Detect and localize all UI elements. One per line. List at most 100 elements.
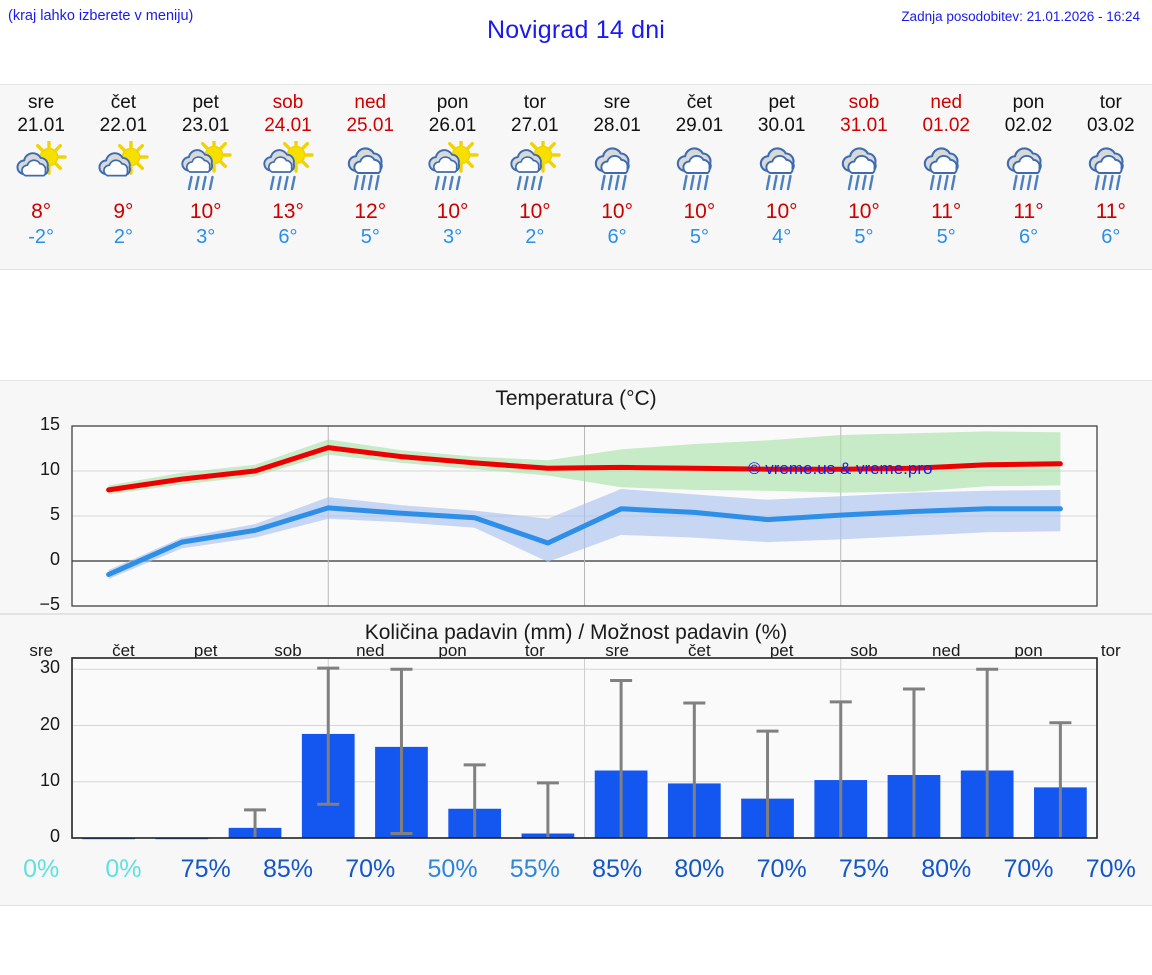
temperature-ytick-0: 15 (39, 414, 60, 434)
temperature-max: 8° (31, 200, 52, 223)
cloud-rain-icon (348, 147, 383, 191)
temperature-max: 11° (1013, 200, 1044, 223)
forecast-day-0[interactable]: sre 21.01 8° -2° (0, 85, 82, 269)
precip-probability-6: 55% (509, 855, 560, 883)
day-date: 21.01 (17, 115, 65, 136)
cloud-rain-icon (1006, 147, 1042, 191)
precip-probability-7: 85% (592, 855, 643, 883)
precip-probability-4: 70% (345, 855, 396, 883)
precipitation-chart-title: Količina padavin (mm) / Možnost padavin … (364, 621, 788, 644)
day-date: 02.02 (1004, 115, 1053, 136)
forecast-day-4[interactable]: ned 25.01 12° 5° (329, 85, 411, 269)
weather-icon-wrapper (586, 140, 648, 196)
forecast-day-11[interactable]: ned 01.02 11° 5° (905, 85, 987, 269)
forecast-day-12[interactable]: pon 02.02 11° 6° (987, 85, 1069, 269)
forecast-day-2[interactable]: pet 23.01 10° 3° (165, 85, 247, 269)
precip-day-label-7: sre (605, 641, 629, 660)
temperature-ytick-1: 10 (39, 459, 60, 479)
precip-probability-10: 75% (838, 855, 889, 883)
cloud-rain-icon (759, 147, 795, 191)
forecast-day-7[interactable]: sre 28.01 10° 6° (576, 85, 658, 269)
day-date: 01.02 (922, 115, 970, 136)
forecast-day-10[interactable]: sob 31.01 10° 5° (823, 85, 905, 269)
precip-errorbar-4 (390, 667, 413, 835)
day-date: 24.01 (264, 115, 312, 136)
weather-icon-wrapper (175, 140, 237, 196)
weather-icon-wrapper (1080, 140, 1142, 196)
weather-icon-wrapper (998, 140, 1060, 196)
precip-errorbar-2 (244, 808, 267, 838)
precip-day-label-8: čet (688, 641, 711, 660)
weather-icon-wrapper (10, 140, 72, 196)
location-hint: (kraj lahko izberete v meniju) (8, 8, 194, 24)
temperature-max: 10° (189, 200, 222, 223)
temperature-min: 2° (113, 226, 133, 248)
temperature-max: 12° (354, 200, 387, 223)
forecast-day-8[interactable]: čet 29.01 10° 5° (658, 85, 740, 269)
day-of-week: pet (192, 92, 219, 113)
precip-day-label-2: pet (193, 641, 218, 660)
forecast-day-9[interactable]: pet 30.01 10° 4° (741, 85, 823, 269)
day-date: 22.01 (99, 115, 148, 136)
day-of-week: ned (354, 92, 387, 113)
day-date: 03.02 (1087, 115, 1135, 136)
cloud-rain-icon (1088, 147, 1124, 191)
day-of-week: pon (436, 92, 469, 113)
day-date: 23.01 (181, 115, 230, 136)
precip-day-label-6: tor (524, 641, 545, 660)
sun-cloud-rain-icon (427, 141, 479, 191)
temperature-min: 5° (360, 226, 380, 248)
temperature-min: 3° (196, 226, 216, 248)
precip-errorbar-3 (317, 666, 340, 806)
cloud-rain-icon (924, 147, 959, 191)
precipitation-chart: 30 20 10 0 (0, 648, 1152, 848)
precip-ytick-2: 10 (39, 769, 60, 790)
precipitation-plot-svg (71, 657, 1098, 840)
precip-probability-12: 70% (1003, 855, 1054, 883)
day-of-week: sob (848, 92, 880, 113)
precip-probability-8: 80% (674, 855, 725, 883)
temperature-panel: Temperatura (°C) 15 10 5 0 −5 © vreme.us & vr… (0, 380, 1152, 614)
temperature-max: 9° (113, 200, 134, 223)
weather-icon-wrapper (339, 140, 401, 196)
precip-day-label-11: ned (932, 641, 961, 660)
weather-icon-wrapper (504, 140, 566, 196)
precip-errorbar-5 (463, 763, 486, 838)
temperature-min: 2° (525, 226, 545, 248)
sun-cloud-icon (98, 141, 150, 177)
precip-probability-2: 75% (180, 855, 231, 883)
weather-icon-wrapper (422, 140, 484, 196)
page-title: Novigrad 14 dni (486, 16, 666, 44)
precip-probability-13: 70% (1085, 855, 1136, 883)
temperature-max: 10° (601, 200, 633, 223)
day-date: 29.01 (675, 115, 724, 136)
precip-day-label-3: sob (274, 641, 302, 660)
precip-probability-3: 85% (262, 855, 313, 883)
weather-icon-wrapper (915, 140, 977, 196)
forecast-day-5[interactable]: pon 26.01 10° 3° (411, 85, 493, 269)
sun-cloud-icon (16, 141, 67, 177)
page-header: (kraj lahko izberete v meniju) Novigrad … (0, 0, 1152, 84)
cloud-rain-icon (677, 147, 713, 191)
day-of-week: sre (603, 92, 631, 113)
temperature-max: 11° (931, 200, 962, 223)
temperature-max: 10° (848, 200, 880, 223)
temperature-min: -2° (28, 226, 55, 248)
temperature-max: 10° (518, 200, 551, 223)
precip-ytick-3: 0 (49, 826, 60, 846)
temperature-min: 3° (442, 226, 463, 248)
weather-icon-wrapper (257, 140, 319, 196)
forecast-day-6[interactable]: tor 27.01 10° 2° (494, 85, 576, 269)
precip-errorbar-10 (829, 700, 852, 838)
forecast-strip: sre 21.01 8° -2° čet 22.01 9° 2° pet 23.01 10° 3° so… (0, 84, 1152, 270)
precip-day-label-5: pon (438, 641, 467, 660)
temperature-min: 5° (936, 226, 956, 248)
forecast-day-13[interactable]: tor 03.02 11° 6° (1070, 85, 1152, 269)
temperature-max: 10° (765, 200, 798, 223)
temperature-min: 6° (1101, 226, 1121, 248)
precip-day-label-12: pon (1014, 641, 1043, 660)
precip-errorbar-6 (536, 781, 559, 838)
forecast-day-1[interactable]: čet 22.01 9° 2° (82, 85, 164, 269)
forecast-day-3[interactable]: sob 24.01 13° 6° (247, 85, 329, 269)
temperature-max: 10° (683, 200, 716, 223)
